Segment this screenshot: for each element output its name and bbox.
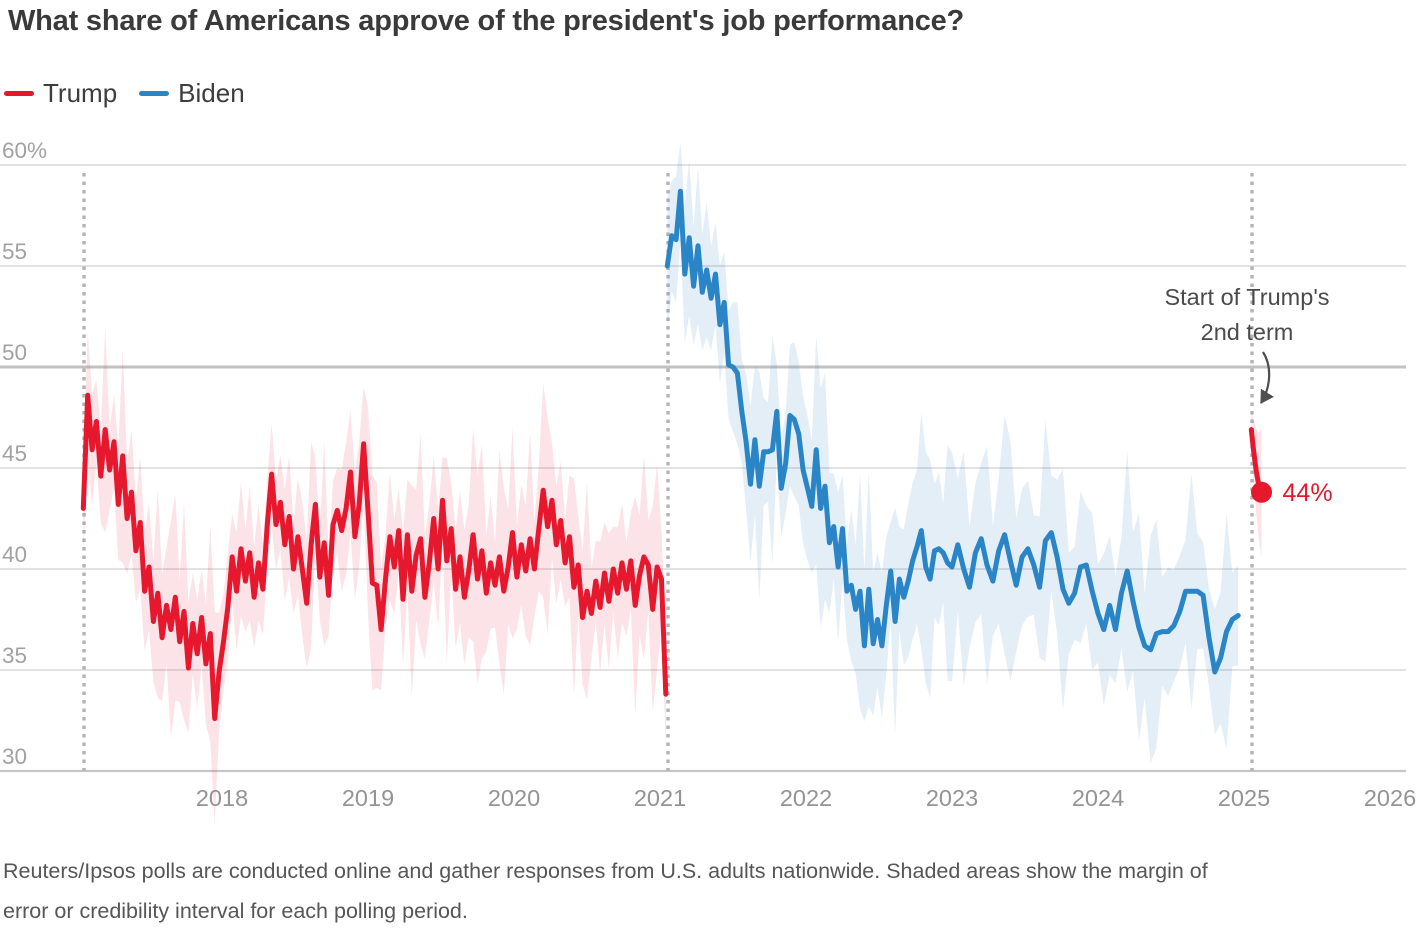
y-tick-label: 30 bbox=[2, 744, 27, 769]
x-tick-label: 2018 bbox=[196, 785, 248, 811]
legend-swatch-trump bbox=[4, 90, 34, 97]
y-tick-label: 50 bbox=[2, 340, 27, 365]
annotation-line-2: 2nd term bbox=[1201, 319, 1294, 345]
legend-item-trump: Trump bbox=[4, 78, 117, 109]
x-tick-label: 2025 bbox=[1218, 785, 1270, 811]
legend-swatch-biden bbox=[139, 90, 170, 97]
legend-label: Biden bbox=[178, 78, 245, 108]
x-tick-label: 2019 bbox=[342, 785, 394, 811]
series-line-trump bbox=[80, 392, 669, 721]
end-dot bbox=[1251, 481, 1273, 503]
y-tick-label: 45 bbox=[2, 441, 27, 466]
x-tick-label: 2026 bbox=[1364, 785, 1416, 811]
x-tick-label: 2021 bbox=[634, 785, 686, 811]
y-tick-label: 35 bbox=[2, 643, 27, 668]
x-tick-label: 2023 bbox=[926, 785, 978, 811]
series-line-biden bbox=[664, 188, 1241, 675]
legend-item-biden: Biden bbox=[139, 78, 245, 109]
annotation-arrow bbox=[1260, 351, 1274, 404]
y-tick-label: 55 bbox=[2, 239, 27, 264]
x-tick-label: 2020 bbox=[488, 785, 540, 811]
x-tick-label: 2022 bbox=[780, 785, 832, 811]
chart-title: What share of Americans approve of the p… bbox=[8, 5, 965, 37]
source-note: Reuters/Ipsos polls are conducted online… bbox=[3, 851, 1398, 931]
source-note-line-1: Reuters/Ipsos polls are conducted online… bbox=[3, 859, 1208, 883]
x-tick-label: 2024 bbox=[1072, 785, 1124, 811]
legend: Trump Biden bbox=[4, 78, 267, 109]
y-tick-label: 40 bbox=[2, 542, 27, 567]
annotation-line-1: Start of Trump's bbox=[1164, 284, 1329, 310]
y-tick-label: 60% bbox=[2, 138, 47, 163]
end-value-label: 44% bbox=[1283, 479, 1333, 507]
series-band-trump bbox=[83, 326, 666, 825]
legend-label: Trump bbox=[43, 78, 118, 108]
source-note-line-2: error or credibility interval for each p… bbox=[3, 899, 468, 923]
